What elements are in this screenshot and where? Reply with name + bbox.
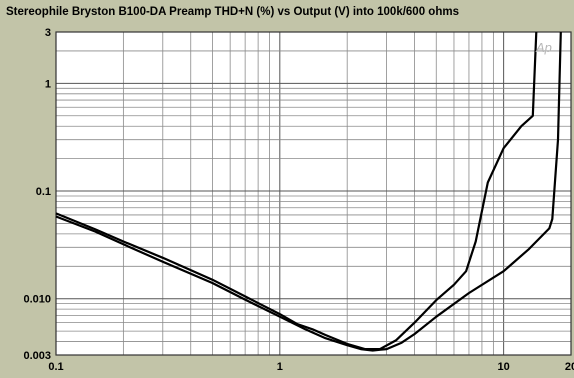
series-line-2 (55, 31, 562, 352)
plot-border (55, 31, 572, 356)
x-tick-label: 0.1 (48, 361, 63, 373)
x-tick-label: 20 (565, 361, 574, 373)
series-line-1 (55, 31, 538, 351)
y-tick-label: 1 (45, 78, 51, 90)
chart-title: Stereophile Bryston B100-DA Preamp THD+N… (6, 6, 459, 18)
y-tick-label: 0.1 (36, 186, 51, 198)
x-tick-label: 10 (498, 361, 510, 373)
y-tick-label: 0.003 (23, 350, 51, 362)
y-tick-label: 3 (45, 27, 51, 39)
ap-watermark: Ap (535, 40, 552, 55)
y-tick-label: 0.010 (23, 294, 51, 306)
x-tick-label: 1 (277, 361, 283, 373)
